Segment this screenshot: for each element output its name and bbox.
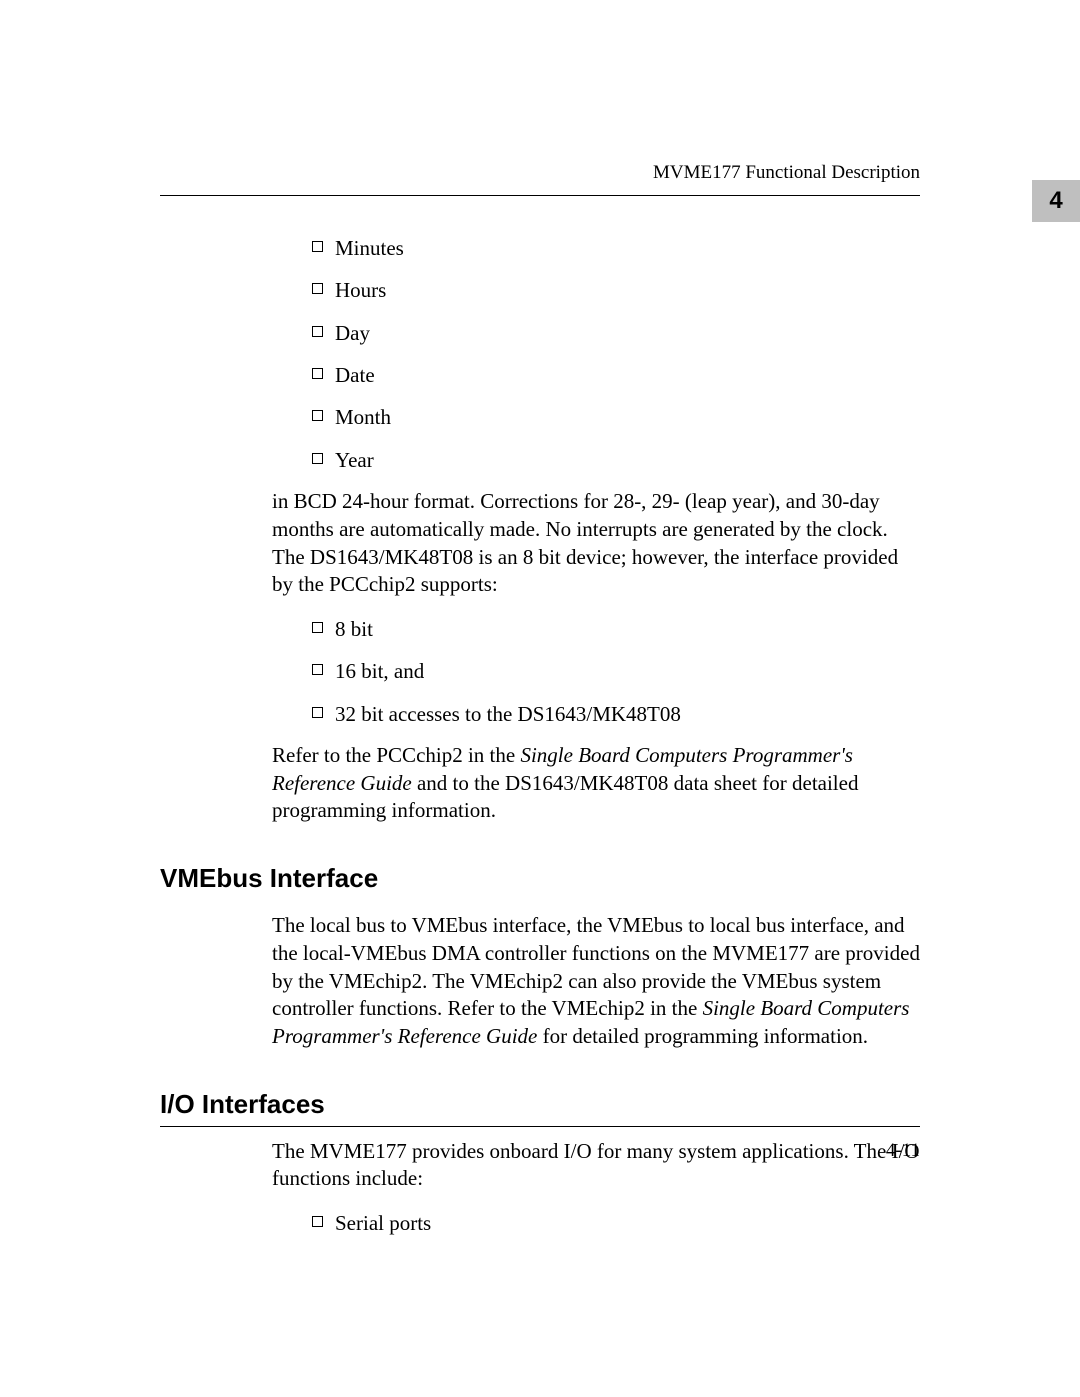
list-item-label: 32 bit accesses to the DS1643/MK48T08 <box>335 700 681 728</box>
body-column: The local bus to VMEbus interface, the V… <box>272 912 920 1051</box>
list-item: 32 bit accesses to the DS1643/MK48T08 <box>312 700 920 728</box>
heading-vmebus: VMEbus Interface <box>160 863 920 894</box>
list-item-label: Date <box>335 361 375 389</box>
list-item-label: Day <box>335 319 370 347</box>
body-column: Minutes Hours Day Date Month Year in BCD… <box>272 234 920 825</box>
bullet-icon <box>312 664 323 675</box>
list-item: 8 bit <box>312 615 920 643</box>
bullet-icon <box>312 326 323 337</box>
chapter-tab: 4 <box>1032 180 1080 222</box>
text-run: Refer to the PCCchip2 in the <box>272 743 520 767</box>
page-header: MVME177 Functional Description <box>160 160 920 196</box>
heading-io: I/O Interfaces <box>160 1089 920 1120</box>
page-footer: 4-11 <box>160 1126 920 1127</box>
bullet-icon <box>312 283 323 294</box>
paragraph-io: The MVME177 provides onboard I/O for man… <box>272 1138 920 1193</box>
io-list: Serial ports <box>312 1209 920 1237</box>
paragraph-refer-pcc: Refer to the PCCchip2 in the Single Boar… <box>272 742 920 825</box>
list-item: Month <box>312 403 920 431</box>
bit-width-list: 8 bit 16 bit, and 32 bit accesses to the… <box>312 615 920 728</box>
list-item-label: Serial ports <box>335 1209 431 1237</box>
list-item: 16 bit, and <box>312 657 920 685</box>
list-item-label: Month <box>335 403 391 431</box>
time-fields-list: Minutes Hours Day Date Month Year <box>312 234 920 474</box>
bullet-icon <box>312 410 323 421</box>
body-column: The MVME177 provides onboard I/O for man… <box>272 1138 920 1238</box>
list-item: Hours <box>312 276 920 304</box>
list-item-label: Hours <box>335 276 386 304</box>
paragraph-bcd: in BCD 24-hour format. Corrections for 2… <box>272 488 920 599</box>
running-head: MVME177 Functional Description <box>653 162 920 184</box>
list-item: Date <box>312 361 920 389</box>
bullet-icon <box>312 453 323 464</box>
list-item: Minutes <box>312 234 920 262</box>
bullet-icon <box>312 622 323 633</box>
list-item-label: 16 bit, and <box>335 657 424 685</box>
list-item: Serial ports <box>312 1209 920 1237</box>
list-item: Year <box>312 446 920 474</box>
page-number: 4-11 <box>886 1140 920 1162</box>
bullet-icon <box>312 241 323 252</box>
footer-rule <box>160 1126 920 1127</box>
bullet-icon <box>312 368 323 379</box>
paragraph-vmebus: The local bus to VMEbus interface, the V… <box>272 912 920 1051</box>
page-content: Minutes Hours Day Date Month Year in BCD… <box>160 196 920 1238</box>
text-run: for detailed programming information. <box>537 1024 868 1048</box>
list-item-label: 8 bit <box>335 615 373 643</box>
list-item-label: Year <box>335 446 374 474</box>
page: MVME177 Functional Description 4 Minutes… <box>0 0 1080 1397</box>
list-item: Day <box>312 319 920 347</box>
bullet-icon <box>312 707 323 718</box>
bullet-icon <box>312 1216 323 1227</box>
list-item-label: Minutes <box>335 234 404 262</box>
